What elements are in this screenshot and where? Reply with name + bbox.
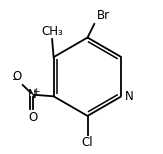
Text: +: +: [32, 87, 40, 96]
Text: −: −: [12, 75, 20, 85]
Text: N: N: [125, 90, 133, 103]
Text: N: N: [28, 88, 37, 101]
Text: Cl: Cl: [82, 136, 93, 149]
Text: CH₃: CH₃: [41, 24, 63, 38]
Text: Br: Br: [97, 9, 111, 22]
Text: O: O: [12, 70, 22, 83]
Text: O: O: [28, 111, 37, 124]
